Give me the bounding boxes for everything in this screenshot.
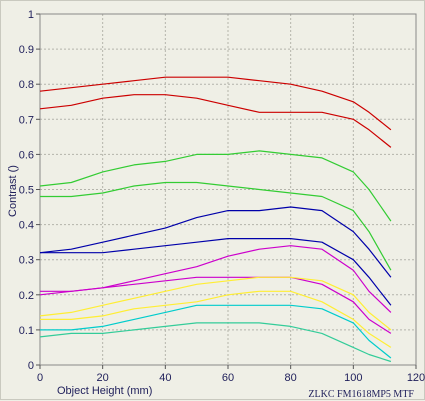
grid-layer	[39, 13, 417, 366]
mtf-curve-11	[40, 304, 392, 359]
x-tick-label: 60	[222, 372, 234, 384]
mtf-curve-9	[39, 276, 392, 331]
y-tick-label: 0.1	[19, 325, 34, 337]
y-tick-label: 0.2	[19, 290, 34, 302]
tick-layer: 0 0.1 0.2 0.3 0.4 0.5 0.6 0.7 0.8 0.9 1 0 20 40 60 80 10…	[19, 9, 425, 384]
y-tick-label: 1	[28, 9, 34, 21]
x-tick-label: 40	[159, 372, 171, 384]
y-tick-label: 0.3	[19, 255, 34, 267]
x-tick-label: 20	[97, 372, 109, 384]
mtf-curve-2	[39, 94, 392, 148]
y-axis-label: Contrast ()	[7, 165, 19, 217]
mtf-curve-8	[39, 276, 392, 334]
y-tick-label: 0.9	[19, 44, 34, 56]
mtf-curve-5	[39, 206, 392, 278]
mtf-curve-7	[40, 245, 392, 313]
x-tick-label: 120	[407, 372, 425, 384]
mtf-curve-6	[40, 238, 392, 306]
y-tick-label: 0.6	[19, 149, 34, 161]
x-tick-label: 80	[285, 372, 297, 384]
y-tick-label: 0.7	[19, 114, 34, 126]
x-tick-label: 0	[37, 372, 43, 384]
mtf-curve-10	[40, 290, 392, 348]
x-axis-label: Object Height (mm)	[57, 385, 152, 397]
y-tick-label: 0.8	[19, 79, 34, 91]
mtf-curve-4	[40, 181, 392, 271]
y-tick-label: 0.5	[19, 185, 34, 197]
y-tick-label: 0	[28, 360, 34, 372]
x-tick-label: 100	[344, 372, 362, 384]
mtf-curve-3	[39, 150, 392, 222]
mtf-curve-1	[39, 76, 392, 131]
y-tick-label: 0.4	[19, 220, 34, 232]
credit-label: ZLKC FM1618MP5 MTF	[308, 389, 414, 400]
mtf-curve-12	[39, 322, 392, 363]
series-layer	[39, 76, 392, 363]
